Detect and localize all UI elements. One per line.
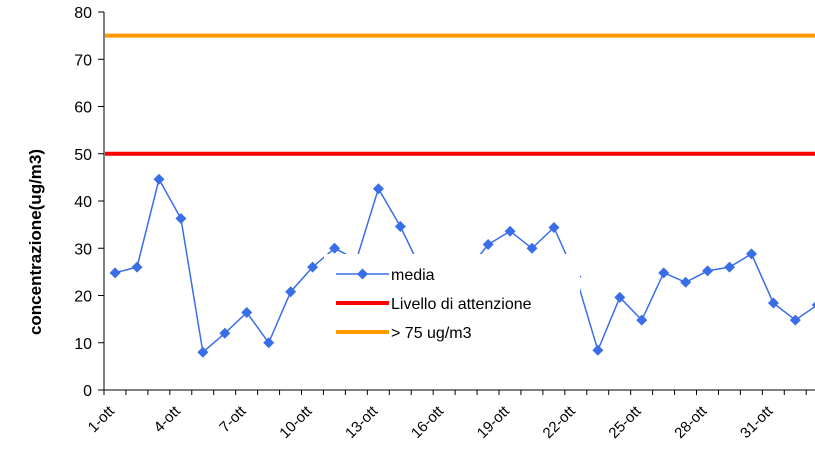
data-point: [614, 291, 626, 303]
legend-label: Livello di attenzione: [391, 296, 532, 313]
data-point: [702, 265, 714, 277]
y-tick-label: 0: [83, 383, 92, 400]
x-tick-label: 13-ott: [342, 402, 382, 442]
y-tick-label: 10: [74, 336, 92, 353]
x-tick-label: 16-ott: [408, 402, 448, 442]
y-tick-label: 20: [74, 289, 92, 306]
y-tick-label: 70: [74, 52, 92, 69]
data-point: [504, 225, 516, 237]
data-point: [394, 221, 406, 233]
data-point: [789, 314, 801, 326]
data-point: [658, 267, 670, 279]
data-point: [131, 261, 143, 273]
data-point: [285, 286, 297, 298]
x-tick-label: 22-ott: [540, 402, 580, 442]
x-tick-label: 10-ott: [276, 402, 316, 442]
data-point: [153, 173, 165, 185]
data-point: [811, 301, 815, 309]
x-tick-label: 4-ott: [151, 402, 185, 436]
y-tick-label: 80: [74, 5, 92, 22]
data-point: [592, 344, 604, 356]
data-point: [372, 183, 384, 195]
data-point: [482, 238, 494, 250]
data-point: [767, 297, 779, 309]
x-tick-label: 7-ott: [216, 402, 250, 436]
data-point: [307, 261, 319, 273]
data-point: [219, 327, 231, 339]
data-point: [175, 212, 187, 224]
x-tick-label: 31-ott: [737, 402, 777, 442]
x-tick-label: 25-ott: [605, 402, 645, 442]
data-point: [263, 337, 275, 349]
y-tick-label: 60: [74, 100, 92, 117]
y-axis-title: concentrazione(ug/m3): [26, 149, 45, 335]
data-point: [526, 242, 538, 254]
data-point: [241, 307, 253, 319]
x-tick-label: 19-ott: [474, 402, 514, 442]
legend-marker: [357, 268, 368, 280]
axes: 0 10 20 30 40 50 60 70 80 1-ott 4-ott 7-ott 10-ott 13…: [74, 5, 815, 442]
x-tick-label: 1-ott: [85, 402, 119, 436]
legend-label: > 75 ug/m3: [391, 325, 472, 342]
data-point: [109, 267, 121, 279]
legend-label: media: [391, 267, 435, 284]
data-point: [197, 346, 209, 358]
x-tick-label: 28-ott: [671, 402, 711, 442]
data-point: [548, 221, 560, 233]
y-tick-label: 50: [74, 147, 92, 164]
y-tick-label: 40: [74, 194, 92, 211]
data-point: [680, 276, 692, 288]
data-point: [745, 248, 757, 260]
data-point: [724, 261, 736, 273]
data-point: [636, 314, 648, 326]
y-tick-label: 30: [74, 241, 92, 258]
legend: media Livello di attenzione > 75 ug/m3: [324, 254, 580, 350]
data-point: [329, 242, 341, 254]
